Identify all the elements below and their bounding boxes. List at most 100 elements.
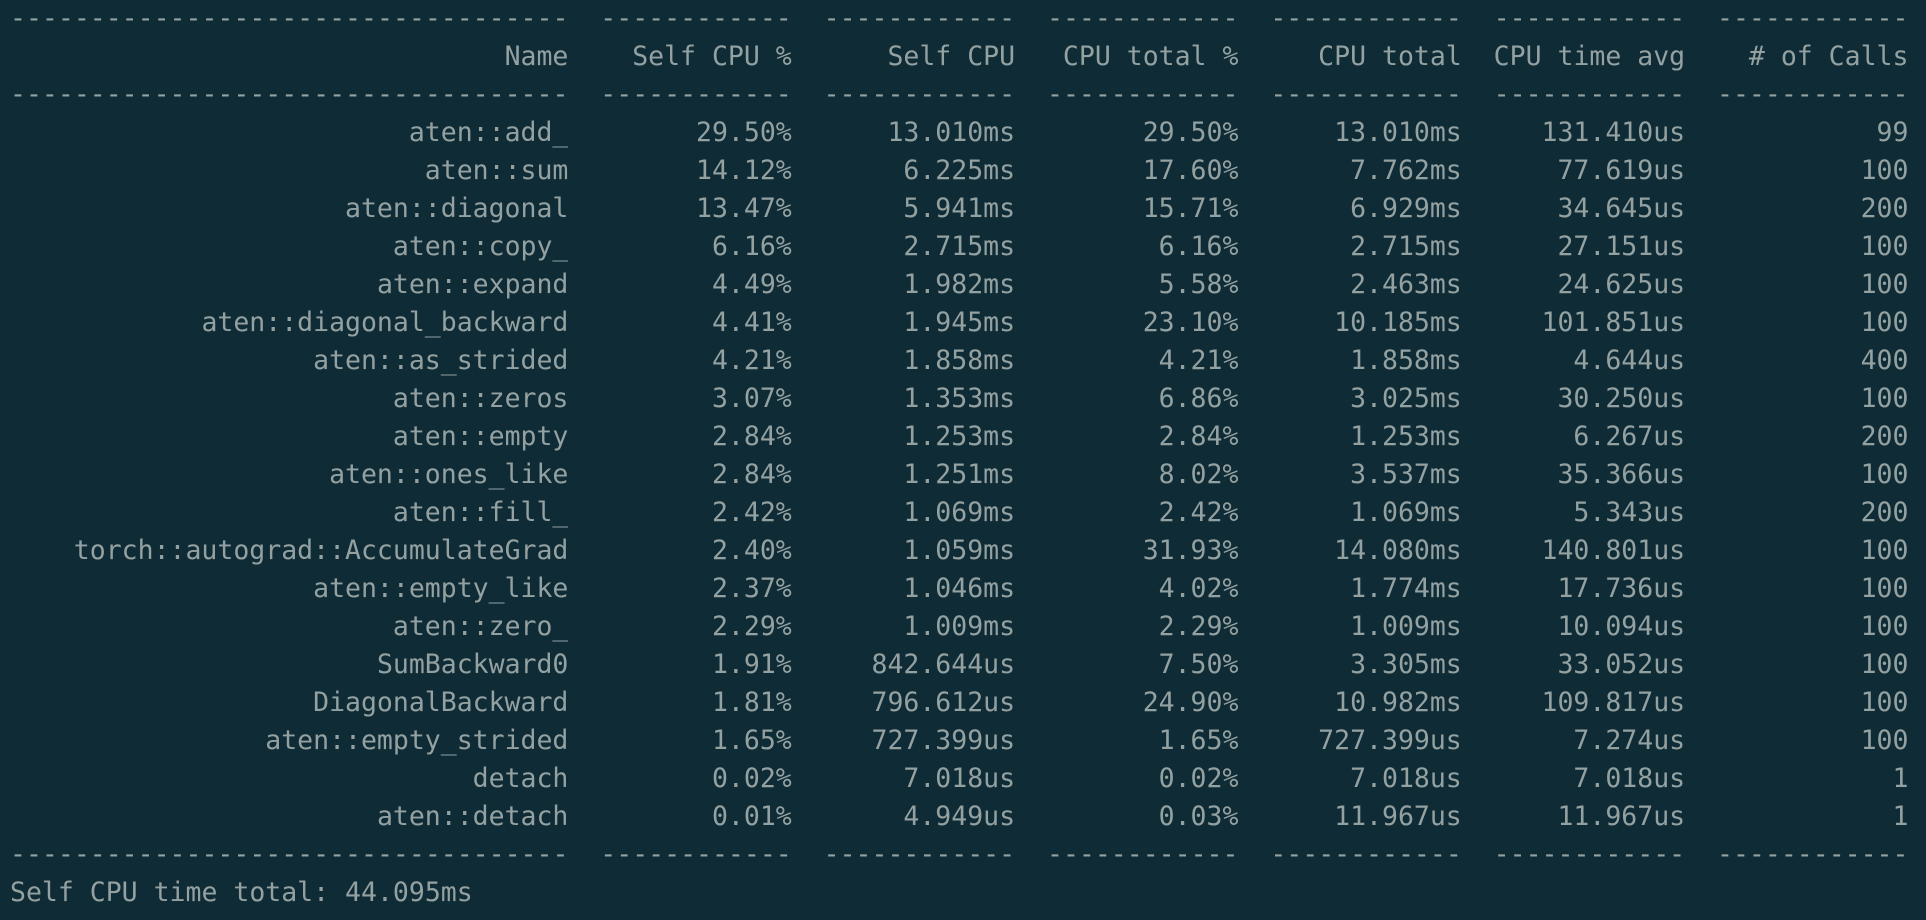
data-row-cell: 4.21% (1158, 345, 1239, 376)
data-row-cell: 1.253ms (1350, 421, 1462, 452)
data-row-cell: aten::fill_ (392, 497, 569, 528)
data-row-cell: aten::zeros (392, 383, 569, 414)
data-row: aten::detach 0.01% 4.949us 0.03% 11.967us 11.… (10, 798, 1909, 836)
data-row: aten::diagonal_backward 4.41% 1.945ms 23.10… (10, 304, 1908, 342)
data-row-cell: 99 (1876, 117, 1909, 148)
data-row-cell: aten::diagonal_backward (201, 307, 569, 338)
data-row-cell: 5.58% (1158, 269, 1239, 300)
data-row-cell: 14.12% (696, 155, 792, 186)
data-row: torch::autograd::AccumulateGrad 2.40% 1.05… (10, 532, 1909, 570)
data-row-cell: 2.42% (711, 497, 792, 528)
data-row-cell: 3.025ms (1350, 383, 1462, 414)
data-row-cell: 33.052us (1557, 649, 1686, 680)
data-row-cell: 100 (1860, 269, 1909, 300)
data-row-cell: 200 (1860, 421, 1909, 452)
rule-cell: ------------ (1493, 79, 1686, 110)
data-row-cell: 1.069ms (903, 497, 1016, 528)
data-row-cell: 727.399us (1318, 725, 1462, 756)
data-row: aten::empty_like 2.37% 1.046ms 4.02% 1.774ms… (10, 570, 1908, 608)
data-row-cell: 2.84% (711, 421, 792, 452)
rule-cell: ----------------------------------- (10, 79, 569, 110)
data-row-cell: 131.410us (1541, 117, 1686, 148)
data-row-cell: 3.305ms (1350, 649, 1462, 680)
footer: Self CPU time total: 44.095ms (10, 877, 473, 908)
data-row-cell: 100 (1860, 687, 1909, 718)
data-row-cell: 11.967us (1557, 801, 1686, 832)
data-row: aten::as_strided 4.21% 1.858ms 4.21% 1.858ms… (10, 342, 1908, 380)
data-row-cell: 17.60% (1142, 155, 1239, 186)
rule-cell: ------------ (823, 839, 1016, 870)
rule-cell: ------------ (1270, 3, 1462, 34)
data-row-cell: 4.644us (1573, 345, 1686, 376)
data-row-cell: 140.801us (1541, 535, 1686, 566)
data-row-cell: 11.967us (1334, 801, 1462, 832)
data-row-cell: 8.02% (1158, 459, 1239, 490)
data-row-cell: 13.010ms (887, 117, 1016, 148)
data-row-cell: 34.645us (1557, 193, 1686, 224)
data-row: aten::sum 14.12% 6.225ms 17.60% 7.762ms 77.61… (10, 152, 1909, 190)
data-row-cell: 24.90% (1142, 687, 1239, 718)
data-row-cell: 13.010ms (1334, 117, 1462, 148)
rule-cell: ------------ (823, 3, 1016, 34)
data-row-cell: aten::expand (376, 269, 569, 300)
data-row-cell: 100 (1860, 611, 1909, 642)
data-row-cell: 7.50% (1158, 649, 1239, 680)
data-row-cell: 1.353ms (903, 383, 1016, 414)
rule-cell: ------------ (1046, 3, 1239, 34)
data-row-cell: 5.941ms (903, 193, 1016, 224)
data-row-cell: 29.50% (1142, 117, 1239, 148)
data-row-cell: 7.018us (903, 763, 1016, 794)
rule-cell: ------------ (1270, 839, 1462, 870)
rule-cell: ----------------------------------- (10, 839, 569, 870)
data-row-cell: 1.858ms (903, 345, 1016, 376)
data-row-cell: 100 (1860, 231, 1909, 262)
data-row-cell: 4.41% (711, 307, 792, 338)
header-row-cell: Name (504, 41, 569, 72)
data-row-cell: 1.945ms (903, 307, 1016, 338)
data-row-cell: 13.47% (696, 193, 792, 224)
data-row-cell: 1 (1892, 801, 1909, 832)
data-row-cell: 842.644us (871, 649, 1016, 680)
data-row-cell: 2.715ms (903, 231, 1016, 262)
data-row-cell: 4.49% (711, 269, 792, 300)
data-row-cell: 0.02% (711, 763, 792, 794)
header-row-cell: CPU total % (1062, 41, 1239, 72)
rule-cell: ------------ (600, 839, 792, 870)
data-row-cell: 6.16% (711, 231, 792, 262)
rule-cell: ------------ (1717, 79, 1909, 110)
data-row-cell: 100 (1860, 307, 1909, 338)
data-row-cell: 109.817us (1541, 687, 1686, 718)
data-row-cell: 6.16% (1158, 231, 1239, 262)
data-row-cell: 1.65% (711, 725, 792, 756)
data-row-cell: 2.29% (711, 611, 792, 642)
data-row: aten::expand 4.49% 1.982ms 5.58% 2.463ms 24.6… (10, 266, 1909, 304)
data-row-cell: 1.009ms (903, 611, 1016, 642)
data-row: aten::copy_ 6.16% 2.715ms 6.16% 2.715ms 27.15… (10, 228, 1909, 266)
data-row-cell: 17.736us (1557, 573, 1686, 604)
data-row-cell: 1.059ms (903, 535, 1016, 566)
data-row-cell: 0.02% (1158, 763, 1239, 794)
data-row-cell: 101.851us (1541, 307, 1686, 338)
data-row-cell: aten::empty (392, 421, 569, 452)
data-row-cell: 100 (1860, 649, 1909, 680)
data-row-cell: aten::detach (376, 801, 569, 832)
data-row-cell: 1.069ms (1350, 497, 1462, 528)
data-row: detach 0.02% 7.018us 0.02% 7.018us 7.018us 1 (10, 760, 1909, 798)
data-row: DiagonalBackward 1.81% 796.612us 24.90% 10.9… (10, 684, 1908, 722)
rule-cell: ------------ (1717, 839, 1909, 870)
data-row-cell: detach (472, 763, 569, 794)
data-row-cell: 100 (1860, 155, 1909, 186)
data-row-cell: 100 (1860, 725, 1909, 756)
data-row-cell: 6.929ms (1350, 193, 1462, 224)
data-row-cell: aten::diagonal (345, 193, 569, 224)
data-row-cell: 15.71% (1142, 193, 1239, 224)
data-row-cell: 4.21% (711, 345, 792, 376)
header-row-cell: # of Calls (1748, 41, 1909, 72)
terminal: ----------------------------------- -----… (10, 0, 1908, 912)
data-row-cell: 0.03% (1158, 801, 1239, 832)
data-row-cell: 796.612us (871, 687, 1016, 718)
data-row-cell: 1.982ms (903, 269, 1016, 300)
data-row-cell: 1.858ms (1350, 345, 1462, 376)
rule-cell: ------------ (823, 79, 1016, 110)
data-row-cell: aten::empty_strided (265, 725, 569, 756)
